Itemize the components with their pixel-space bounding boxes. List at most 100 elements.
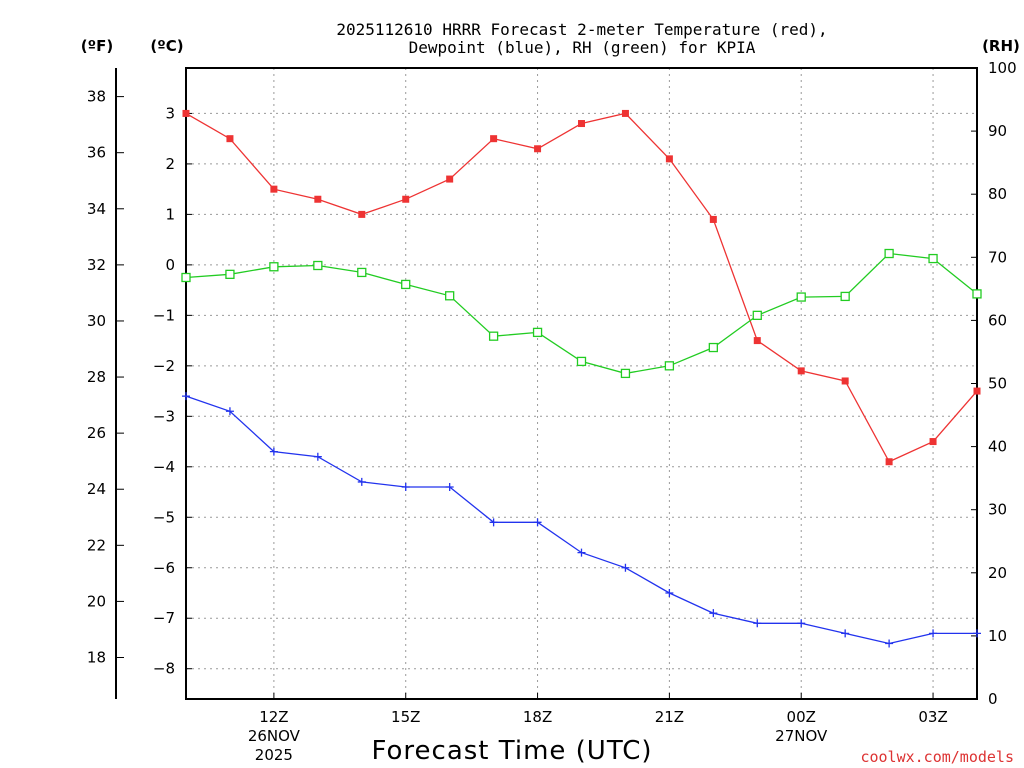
rh-axis: 0 10 20 30 40 50 60 70 80 90 100 [971,59,1017,708]
chart-title-line1: 2025112610 HRRR Forecast 2-meter Tempera… [336,20,827,39]
dewpoint-point [621,563,630,572]
axes [185,67,978,700]
temperature-point [270,185,278,193]
chart-title-line2: Dewpoint (blue), RH (green) for KPIA [409,38,756,57]
x-tick-label: 03Z [918,708,947,726]
dewpoint-point [533,518,542,527]
x-tick-year: 2025 [255,746,293,764]
dewpoint-point [577,548,586,557]
rh-tick-label: 60 [988,311,1007,329]
f-tick-label: 18 [87,648,106,666]
c-tick-label: −6 [153,559,175,577]
temperature-point [753,337,761,345]
temperature-point [226,135,234,143]
f-tick-label: 34 [87,200,106,218]
dewpoint-point [357,477,366,486]
rh-line [185,252,978,375]
f-tick-label: 22 [87,536,106,554]
rh-point [708,342,718,353]
temperature-point [182,109,190,117]
c-tick-label: −1 [153,306,175,324]
temperature-line [185,112,978,463]
f-tick-label: 38 [87,88,106,106]
dewpoint-point [489,518,498,527]
dewpoint-point [885,639,894,648]
temperature-point [709,215,717,223]
c-tick-label: 2 [165,155,175,173]
dewpoint-point [665,588,674,597]
rh-tick-label: 40 [988,438,1007,456]
dewpoint-point [182,392,190,401]
temperature-point [621,109,629,117]
rh-point [225,269,235,279]
f-tick-label: 32 [87,256,106,274]
c-tick-label: −8 [153,660,175,678]
f-tick-label: 28 [87,368,106,386]
rh-point [928,253,938,264]
temperature-point [578,120,585,128]
rh-point [269,262,279,272]
f-tick-label: 30 [87,312,106,330]
x-tick-label: 18Z [523,708,552,726]
rh-point [972,289,982,299]
c-tick-label: −2 [153,357,175,375]
dewpoint-point [841,629,850,638]
rh-tick-label: 30 [988,501,1007,519]
rh-unit-label: (RH) [982,37,1020,55]
f-tick-label: 20 [87,592,106,610]
rh-tick-label: 90 [988,122,1007,140]
rh-point [884,248,894,259]
dewpoint-line [185,395,977,645]
f-tick-label: 26 [87,424,106,442]
f-tick-label: 24 [87,480,106,498]
fahrenheit-unit-label: (ºF) [81,37,113,55]
rh-point [576,356,587,367]
f-tick-label: 36 [87,144,106,162]
x-tick-date: 26NOV [248,727,301,745]
credit-link[interactable]: coolwx.com/models [860,748,1014,766]
rh-point [796,292,806,302]
c-tick-label: −4 [153,458,175,476]
dewpoint-point [401,482,410,491]
rh-point [664,361,675,371]
x-tick-label: 00Z [787,708,816,726]
dewpoint-point [445,482,454,491]
temperature-point [446,175,454,183]
dewpoint-point [225,407,234,416]
c-tick-label: −5 [153,508,175,526]
temperature-point [358,210,366,218]
c-tick-label: −7 [153,609,175,627]
temperature-point [665,155,673,163]
x-tick-label: 12Z [259,708,288,726]
rh-point [488,331,499,341]
c-tick-label: 3 [165,104,175,122]
dewpoint-point [313,452,322,461]
temperature-point [797,367,805,375]
dewpoint-point [929,629,938,638]
rh-point [357,267,367,278]
x-tick-label: 21Z [655,708,684,726]
dewpoint-point [269,447,278,456]
series-layer [181,109,982,648]
rh-point [620,368,631,379]
temperature-point [885,458,893,466]
temperature-point [973,387,981,395]
rh-tick-label: 80 [988,185,1007,203]
rh-tick-label: 70 [988,248,1007,266]
x-axis-title: Forecast Time (UTC) [371,736,652,766]
c-tick-label: 0 [165,256,175,274]
dewpoint-point [709,609,718,618]
c-tick-label: −3 [153,407,175,425]
dewpoint-point [753,619,762,628]
grid [186,68,977,699]
plot-frame [185,67,978,700]
temperature-point [841,377,849,385]
rh-tick-label: 50 [988,375,1007,393]
temperature-point [490,135,498,143]
rh-point [401,279,411,290]
x-tick-date: 27NOV [775,727,828,745]
temperature-point [929,438,937,446]
celsius-unit-label: (ºC) [150,37,183,55]
